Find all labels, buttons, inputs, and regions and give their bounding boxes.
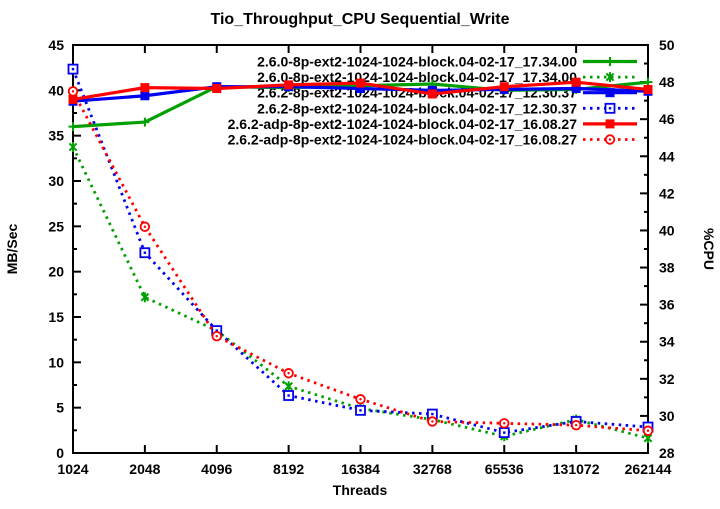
marker-asterisk bbox=[68, 142, 78, 152]
y-right-tick-label: 44 bbox=[659, 148, 675, 164]
marker-square-filled bbox=[356, 84, 365, 94]
marker-asterisk bbox=[605, 72, 615, 83]
x-tick-label: 2048 bbox=[129, 461, 160, 477]
y-right-tick-label: 30 bbox=[659, 408, 675, 424]
marker-circle-dot bbox=[287, 372, 290, 375]
x-tick-label: 8192 bbox=[273, 461, 304, 477]
x-tick-label: 16384 bbox=[341, 461, 380, 477]
y-left-tick-label: 0 bbox=[56, 445, 64, 461]
y-right-tick-label: 36 bbox=[659, 297, 675, 313]
y-left-tick-label: 15 bbox=[48, 309, 64, 325]
y-left-tick-label: 35 bbox=[48, 128, 64, 144]
marker-square-dot bbox=[215, 329, 218, 332]
marker-circle-dot bbox=[143, 225, 147, 228]
marker-square-filled bbox=[140, 83, 150, 93]
marker-circle-dot bbox=[71, 90, 75, 93]
marker-square-dot bbox=[143, 251, 147, 254]
marker-square-dot bbox=[71, 67, 75, 71]
marker-square-filled bbox=[427, 89, 437, 99]
y-left-axis-title: MB/Sec bbox=[4, 224, 20, 275]
x-tick-label: 65536 bbox=[485, 461, 524, 477]
marker-circle-dot bbox=[646, 429, 650, 432]
marker-plus bbox=[68, 122, 78, 132]
marker-circle-dot bbox=[574, 423, 578, 427]
legend-entry-label: 2.6.2-adp-8p-ext2-1024-1024-block.04-02-… bbox=[228, 132, 578, 148]
marker-square-filled bbox=[356, 78, 365, 88]
legend-entry-label: 2.6.2-adp-8p-ext2-1024-1024-block.04-02-… bbox=[228, 116, 578, 132]
y-left-tick-label: 20 bbox=[48, 264, 64, 280]
legend-entry-label: 2.6.2-8p-ext2-1024-1024-block.04-02-17_1… bbox=[257, 100, 577, 116]
marker-square-dot bbox=[359, 409, 362, 412]
y-right-tick-label: 28 bbox=[659, 445, 675, 461]
marker-square-filled bbox=[571, 84, 581, 94]
y-left-tick-label: 10 bbox=[48, 354, 64, 370]
marker-square-dot bbox=[431, 412, 434, 416]
marker-square-dot bbox=[287, 394, 290, 397]
marker-plus bbox=[140, 117, 150, 127]
chart-title: Tio_Throughput_CPU Sequential_Write bbox=[211, 11, 510, 28]
marker-square-filled bbox=[140, 91, 150, 101]
marker-plus bbox=[605, 57, 615, 66]
y-left-tick-label: 30 bbox=[48, 173, 64, 189]
y-left-tick-label: 25 bbox=[48, 218, 64, 234]
marker-circle-dot bbox=[608, 138, 612, 141]
legend-entry-label: 2.6.0-8p-ext2-1024-1024-block.04-02-17_1… bbox=[257, 54, 577, 70]
x-tick-label: 4096 bbox=[201, 461, 232, 477]
plot-area: 1024 2048 4096 8192 16384 32768 65536 131072 262… bbox=[48, 37, 674, 477]
x-tick-label: 262144 bbox=[625, 461, 672, 477]
marker-square-filled bbox=[571, 77, 581, 87]
y-right-tick-label: 32 bbox=[659, 371, 675, 387]
marker-circle-dot bbox=[431, 420, 434, 423]
marker-asterisk bbox=[284, 381, 293, 392]
y-right-tick-label: 38 bbox=[659, 260, 675, 276]
marker-circle-dot bbox=[359, 398, 362, 401]
marker-square-filled bbox=[68, 94, 78, 104]
marker-square-dot bbox=[608, 107, 612, 110]
marker-square-filled bbox=[284, 80, 294, 90]
y-right-tick-label: 48 bbox=[659, 74, 675, 90]
y-left-tick-label: 45 bbox=[48, 37, 64, 53]
marker-circle-dot bbox=[215, 334, 218, 338]
y-left-tick-label: 40 bbox=[48, 82, 64, 98]
y-right-tick-label: 50 bbox=[659, 37, 675, 53]
marker-square-filled bbox=[499, 82, 509, 92]
y-right-axis-title: %CPU bbox=[701, 228, 717, 270]
y-right-tick-label: 40 bbox=[659, 222, 675, 238]
marker-square-dot bbox=[503, 431, 506, 434]
marker-square-filled bbox=[643, 84, 653, 94]
x-tick-label: 1024 bbox=[57, 461, 88, 477]
x-tick-label: 32768 bbox=[413, 461, 452, 477]
marker-asterisk bbox=[140, 292, 150, 303]
x-axis-title: Threads bbox=[333, 482, 388, 498]
legend-entry-label: 2.6.0-8p-ext2-1024-1024-block.04-02-17_1… bbox=[257, 69, 577, 85]
marker-square-filled bbox=[212, 84, 222, 94]
y-left-tick-label: 5 bbox=[56, 400, 64, 416]
x-tick-label: 131072 bbox=[553, 461, 600, 477]
y-right-tick-label: 46 bbox=[659, 111, 675, 127]
marker-square-filled bbox=[605, 88, 615, 98]
y-right-tick-label: 34 bbox=[659, 334, 675, 350]
marker-square-filled bbox=[605, 119, 615, 129]
y-right-tick-label: 42 bbox=[659, 185, 675, 201]
marker-circle-dot bbox=[503, 422, 506, 425]
series-line-cpu bbox=[71, 68, 649, 435]
